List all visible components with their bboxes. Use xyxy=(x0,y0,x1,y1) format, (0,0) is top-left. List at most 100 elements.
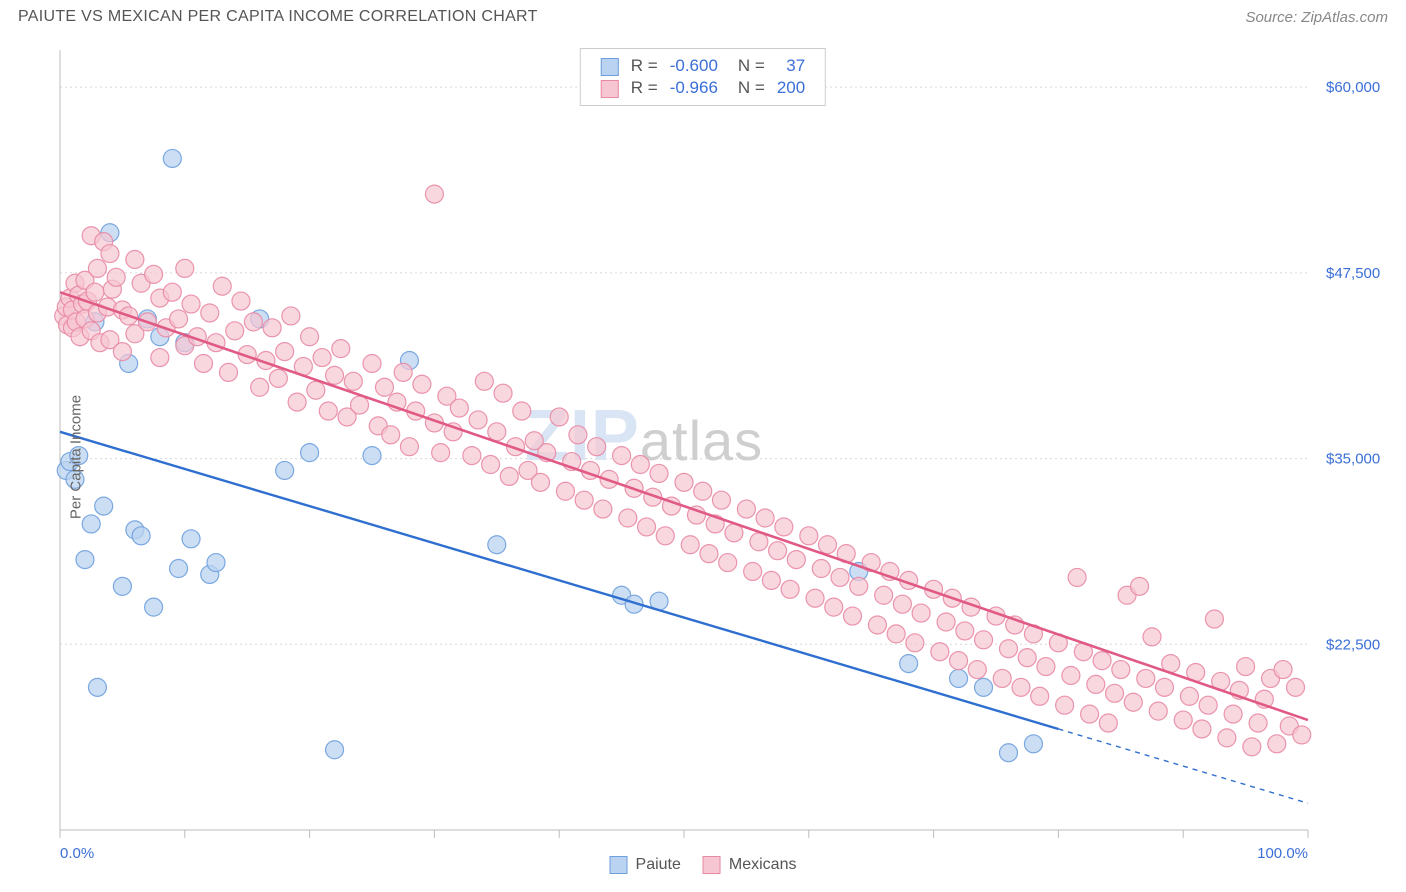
data-point xyxy=(176,259,194,277)
data-point xyxy=(968,661,986,679)
data-point xyxy=(170,560,188,578)
data-point xyxy=(1205,610,1223,628)
data-point xyxy=(86,283,104,301)
data-point xyxy=(588,438,606,456)
data-point xyxy=(631,456,649,474)
data-point xyxy=(394,363,412,381)
data-point xyxy=(1012,678,1030,696)
data-point xyxy=(750,533,768,551)
legend-swatch xyxy=(610,856,628,874)
data-point xyxy=(425,185,443,203)
data-point xyxy=(494,384,512,402)
data-point xyxy=(113,343,131,361)
data-point xyxy=(993,669,1011,687)
data-point xyxy=(145,265,163,283)
data-point xyxy=(263,319,281,337)
y-tick-label: $60,000 xyxy=(1326,79,1380,96)
data-point xyxy=(326,366,344,384)
legend-row: R =-0.966N =200 xyxy=(595,77,811,99)
data-point xyxy=(126,250,144,268)
data-point xyxy=(151,349,169,367)
data-point xyxy=(893,595,911,613)
data-point xyxy=(887,625,905,643)
data-point xyxy=(107,268,125,286)
data-point xyxy=(344,372,362,390)
data-point xyxy=(207,554,225,572)
data-point xyxy=(712,491,730,509)
data-point xyxy=(1062,666,1080,684)
data-point xyxy=(482,456,500,474)
data-point xyxy=(1193,720,1211,738)
data-point xyxy=(413,375,431,393)
data-point xyxy=(232,292,250,310)
data-point xyxy=(1155,678,1173,696)
data-point xyxy=(276,461,294,479)
trend-line-mexicans xyxy=(60,292,1308,720)
x-tick-label: 0.0% xyxy=(60,845,94,862)
data-point xyxy=(819,536,837,554)
data-point xyxy=(1137,669,1155,687)
data-point xyxy=(1131,577,1149,595)
data-point xyxy=(326,741,344,759)
data-point xyxy=(787,551,805,569)
series-legend: Paiute Mexicans xyxy=(610,856,797,874)
data-point xyxy=(931,643,949,661)
data-point xyxy=(450,399,468,417)
y-tick-label: $22,500 xyxy=(1326,636,1380,653)
data-point xyxy=(1024,735,1042,753)
data-point xyxy=(531,473,549,491)
data-point xyxy=(182,530,200,548)
data-point xyxy=(1218,729,1236,747)
data-point xyxy=(432,444,450,462)
data-point xyxy=(950,652,968,670)
data-point xyxy=(675,473,693,491)
data-point xyxy=(550,408,568,426)
data-point xyxy=(88,678,106,696)
legend-label: Mexicans xyxy=(729,856,797,874)
data-point xyxy=(975,678,993,696)
data-point xyxy=(375,378,393,396)
data-point xyxy=(76,551,94,569)
legend-label: Paiute xyxy=(636,856,681,874)
data-point xyxy=(613,447,631,465)
data-point xyxy=(656,527,674,545)
data-point xyxy=(825,598,843,616)
data-point xyxy=(276,343,294,361)
data-point xyxy=(1237,658,1255,676)
data-point xyxy=(1106,684,1124,702)
source-attribution: Source: ZipAtlas.com xyxy=(1245,9,1388,26)
legend-swatch xyxy=(601,80,619,98)
data-point xyxy=(1293,726,1311,744)
data-point xyxy=(906,634,924,652)
data-point xyxy=(800,527,818,545)
data-point xyxy=(182,295,200,313)
data-point xyxy=(806,589,824,607)
data-point xyxy=(744,562,762,580)
legend-swatch xyxy=(703,856,721,874)
data-point xyxy=(594,500,612,518)
data-point xyxy=(1018,649,1036,667)
data-point xyxy=(82,515,100,533)
data-point xyxy=(201,304,219,322)
data-point xyxy=(912,604,930,622)
y-tick-label: $35,000 xyxy=(1326,451,1380,468)
data-point xyxy=(363,447,381,465)
data-point xyxy=(195,354,213,372)
legend-row: R =-0.600N =37 xyxy=(595,55,811,77)
data-point xyxy=(363,354,381,372)
data-point xyxy=(1249,714,1267,732)
data-point xyxy=(619,509,637,527)
data-point xyxy=(1287,678,1305,696)
data-point xyxy=(113,577,131,595)
data-point xyxy=(775,518,793,536)
data-point xyxy=(219,363,237,381)
data-point xyxy=(500,467,518,485)
data-point xyxy=(781,580,799,598)
data-point xyxy=(1099,714,1117,732)
data-point xyxy=(681,536,699,554)
data-point xyxy=(88,259,106,277)
data-point xyxy=(213,277,231,295)
data-point xyxy=(950,669,968,687)
data-point xyxy=(1068,568,1086,586)
data-point xyxy=(313,349,331,367)
